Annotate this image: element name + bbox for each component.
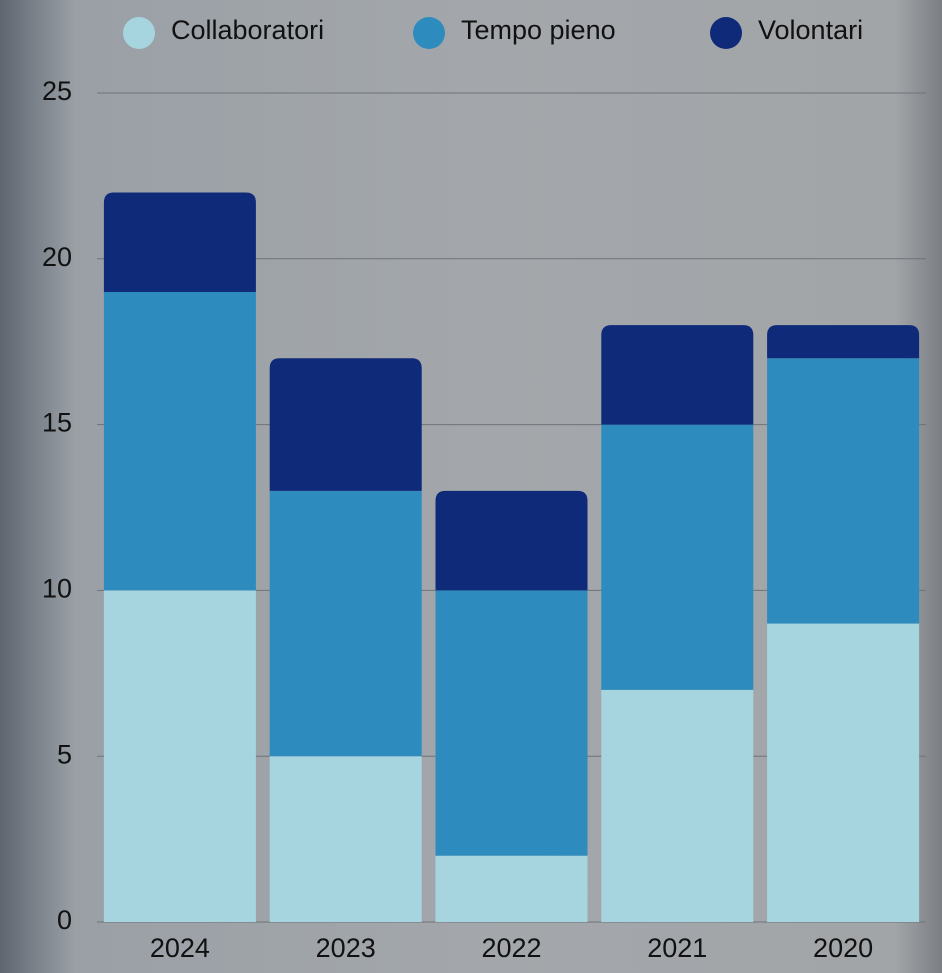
bar-segment (103, 590, 256, 922)
x-tick-label: 2021 (647, 933, 707, 963)
x-tick-label: 2022 (481, 933, 541, 963)
bar-segment (435, 590, 588, 856)
bar-segment (601, 424, 754, 690)
x-tick-label: 2023 (316, 933, 376, 963)
y-tick-label: 25 (42, 76, 72, 106)
y-tick-label: 10 (42, 574, 72, 604)
legend-marker (123, 17, 155, 49)
x-tick-label: 2020 (813, 933, 873, 963)
legend-label: Tempo pieno (461, 15, 616, 45)
y-tick-label: 20 (42, 242, 72, 272)
bar-segment (767, 623, 920, 922)
bar-segment (435, 490, 588, 591)
bar-segment (269, 490, 422, 757)
bar-segment (435, 855, 588, 922)
bar-segment (269, 358, 422, 491)
y-tick-label: 15 (42, 408, 72, 438)
y-tick-label: 0 (57, 905, 72, 935)
bar-segment (601, 689, 754, 922)
y-tick-label: 5 (57, 739, 72, 769)
bar-segment (103, 192, 256, 292)
x-tick-label: 2024 (150, 933, 210, 963)
legend-label: Volontari (758, 15, 863, 45)
bar-segment (269, 756, 422, 922)
bar-segment (767, 325, 920, 359)
bar-segment (767, 358, 920, 624)
legend-marker (413, 17, 445, 49)
bar-segment (601, 325, 754, 425)
legend-label: Collaboratori (171, 15, 324, 45)
legend-marker (710, 17, 742, 49)
bar-segment (103, 291, 256, 591)
